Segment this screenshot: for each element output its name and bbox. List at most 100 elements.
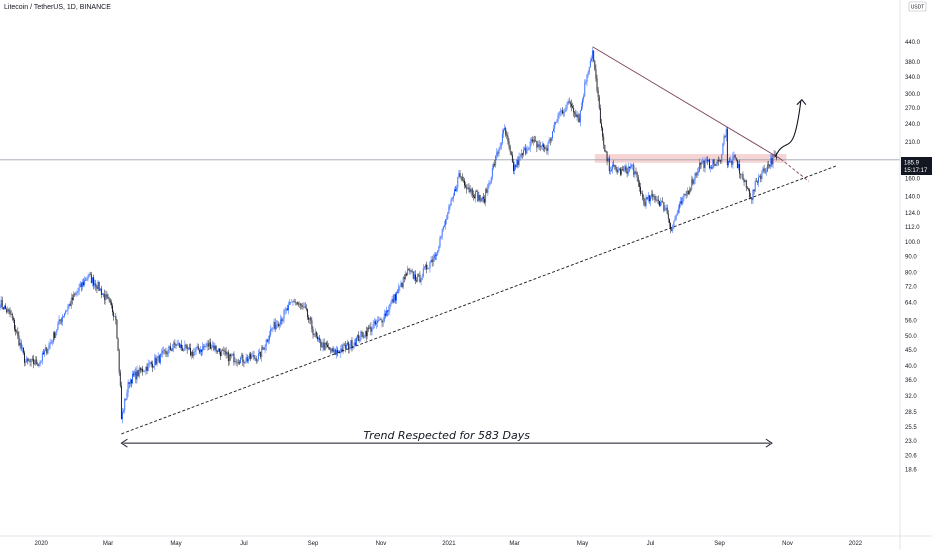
candle-body <box>707 159 709 162</box>
candle-body <box>18 335 20 346</box>
candle-body <box>117 338 119 351</box>
candle-body <box>495 155 497 166</box>
candle-body <box>31 358 33 360</box>
candle-body <box>233 353 235 363</box>
candle-body <box>56 330 58 333</box>
candle-body <box>283 310 285 319</box>
candle-body <box>660 202 661 206</box>
time-tick-label: Mar <box>509 541 519 547</box>
candle-body <box>360 331 362 340</box>
candle-body <box>411 270 413 272</box>
candle-body <box>37 364 39 366</box>
candle-body <box>25 362 27 364</box>
candle-body <box>65 311 67 314</box>
annotation-layer: Trend Respected for 583 Days <box>120 46 837 448</box>
candle-body <box>382 321 384 323</box>
candle-body <box>193 352 195 357</box>
candle-body <box>692 179 694 184</box>
candle-body <box>70 297 72 306</box>
candle-body <box>109 300 111 303</box>
candle-body <box>770 158 772 167</box>
candle-body <box>214 345 216 350</box>
candle-body <box>224 350 226 352</box>
candle-body <box>324 342 326 350</box>
candle-body <box>55 332 57 338</box>
candle-body <box>491 168 493 178</box>
candle-body <box>478 195 480 201</box>
candle-body <box>564 111 566 113</box>
candle-body <box>330 349 332 352</box>
candle-body <box>343 344 345 346</box>
candle-body <box>107 296 109 299</box>
candle-body <box>638 182 640 187</box>
time-axis[interactable]: 2020 Mar May Jul Sep Nov 2021 Mar May Jul Sep Nov 20… <box>0 535 932 547</box>
candle-body <box>400 282 402 287</box>
candle-body <box>765 171 767 172</box>
candle-body <box>613 164 615 166</box>
candle-body <box>371 328 373 332</box>
currency-label[interactable]: USDT <box>908 1 927 12</box>
candle-body <box>470 188 472 193</box>
candle-body <box>368 327 370 329</box>
candle-body <box>614 164 616 168</box>
price-tick-label: 36.0 <box>905 378 917 384</box>
candle-body <box>5 305 7 309</box>
candle-body <box>202 346 204 352</box>
candle-body <box>497 152 499 154</box>
candle-body <box>759 175 761 178</box>
candle-body <box>417 274 419 282</box>
candle-body <box>221 350 223 357</box>
price-tick-label: 80.0 <box>905 270 917 276</box>
price-tick-label: 380.0 <box>905 60 921 66</box>
candle-body <box>651 194 653 197</box>
candle-body <box>596 78 598 91</box>
candle-body <box>452 195 454 199</box>
candle-body <box>232 353 234 356</box>
price-axis[interactable]: 440.0380.0340.0300.0270.0240.0210.0180.0… <box>899 0 921 550</box>
candle-body <box>449 204 451 207</box>
candle-body <box>83 282 84 285</box>
candle-body <box>46 347 48 354</box>
candle-body <box>425 264 426 268</box>
candle-body <box>690 189 692 191</box>
candle-body <box>416 280 418 282</box>
candle-body <box>205 346 207 347</box>
candle-body <box>169 346 171 350</box>
candle-body <box>181 344 183 349</box>
candle-body <box>722 143 724 155</box>
candle-body <box>69 303 71 306</box>
candle-body <box>675 215 677 219</box>
support-trendline <box>121 165 837 435</box>
candle-body <box>754 181 756 192</box>
candle-body <box>142 368 144 372</box>
candle-body <box>267 339 269 342</box>
candle-body <box>362 333 364 338</box>
candle-body <box>87 276 89 280</box>
candle-body <box>658 201 660 206</box>
candle-body <box>432 258 434 263</box>
candle-body <box>367 327 369 337</box>
candle-body <box>132 373 133 384</box>
candle-body <box>441 229 443 237</box>
candle-body <box>162 351 164 354</box>
candle-body <box>582 99 583 107</box>
time-tick-label: Mar <box>103 541 113 547</box>
candle-body <box>249 353 250 359</box>
candle-body <box>289 302 291 305</box>
candle-body <box>703 160 705 168</box>
candle-body <box>764 170 766 172</box>
price-tick-label: 28.5 <box>905 410 917 416</box>
candle-body <box>347 342 348 345</box>
candle-body <box>490 177 492 183</box>
candle-body <box>736 159 738 169</box>
candle-body <box>696 172 698 176</box>
candle-body <box>366 331 367 337</box>
candle-body <box>161 353 162 354</box>
candle-body <box>748 188 749 190</box>
candle-body <box>85 280 87 281</box>
candle-body <box>546 148 548 151</box>
candle-body <box>153 366 155 368</box>
candle-body <box>334 349 336 355</box>
candle-body <box>294 301 296 303</box>
